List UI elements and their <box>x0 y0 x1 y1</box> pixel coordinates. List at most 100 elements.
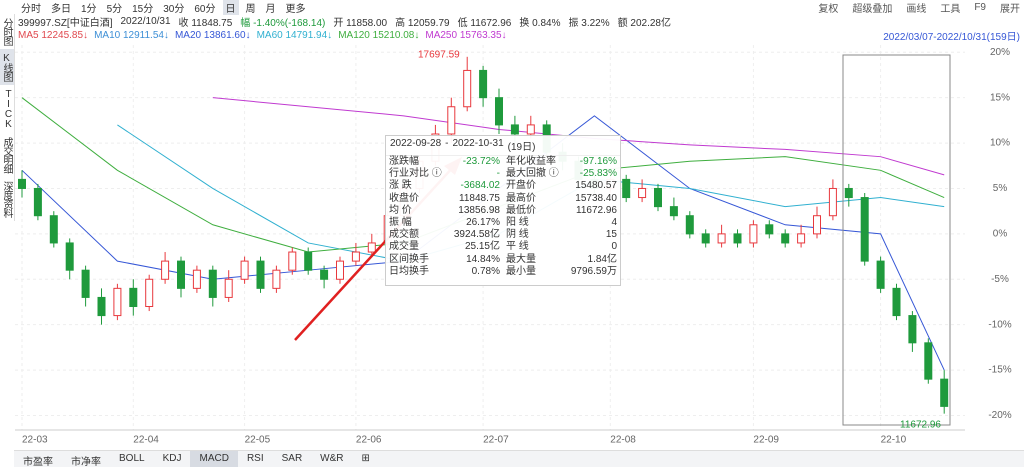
low-label: 11672.96 <box>900 420 941 431</box>
top-tab[interactable]: 更多 <box>285 4 306 15</box>
candle-body <box>288 251 297 271</box>
quote-item: 振 3.22% <box>568 18 610 29</box>
candle-body <box>749 224 758 244</box>
ma-value: 15763.35↓ <box>459 30 507 41</box>
x-tick-label: 22-07 <box>483 435 509 446</box>
candle-body <box>208 269 217 298</box>
ma-name: MA60 <box>256 30 283 41</box>
y-tick-label: -20% <box>988 410 1011 421</box>
add-tab[interactable]: ⊞ <box>361 453 370 464</box>
quote-item: 换 0.84% <box>519 18 561 29</box>
candle-body <box>18 178 26 189</box>
tool[interactable]: 画线 <box>906 4 927 15</box>
tool[interactable]: 展开 <box>1000 4 1020 15</box>
x-tick-label: 22-09 <box>753 435 779 446</box>
range: 2022/03/07-2022/10/31(159日) <box>883 32 1020 43</box>
x-tick-label: 22-04 <box>133 435 159 446</box>
popup-label: 最低价 <box>505 204 536 216</box>
popup-value: 3924.58亿 <box>453 229 500 241</box>
quote-item: 开 11858.00 <box>333 18 388 29</box>
popup-label: 涨 跌 <box>389 180 412 192</box>
x-tick-label: 22-05 <box>245 435 271 446</box>
quote-item: 高 12059.79 <box>395 18 450 29</box>
candle-body <box>892 287 901 317</box>
candle-body <box>733 233 742 244</box>
top-tab[interactable]: 周 <box>245 4 256 15</box>
ma-name: MA10 <box>94 30 121 41</box>
bottom-tab[interactable]: RSI <box>246 453 264 464</box>
bottom-tab[interactable]: KDJ <box>162 453 182 464</box>
y-tick-label: 20% <box>990 47 1010 58</box>
tool[interactable]: 复权 <box>818 4 839 15</box>
x-tick-label: 22-10 <box>881 435 907 446</box>
end: 2022-10-31 <box>452 138 504 149</box>
candle-body <box>129 287 138 308</box>
quote-item: 2022/10/31 <box>120 16 171 27</box>
bottom-tab[interactable]: 市净率 <box>71 457 101 467</box>
candle-body <box>654 187 662 208</box>
side-tab[interactable]: K线图 <box>0 49 14 85</box>
candle-body <box>765 224 774 235</box>
tool[interactable]: F9 <box>974 2 986 13</box>
top-tab[interactable]: 分时 <box>21 4 41 15</box>
side-tab[interactable]: TICK <box>3 89 14 129</box>
candle-body <box>256 260 265 289</box>
popup-value: -97.16% <box>579 156 617 167</box>
candle-body <box>876 260 885 289</box>
popup-value: - <box>496 168 500 180</box>
bottom-tab[interactable]: 市盈率 <box>23 457 53 467</box>
side-tab[interactable]: 分时图 <box>1 18 12 45</box>
top-tab[interactable]: 60分 <box>194 4 216 15</box>
bottom-tab[interactable]: SAR <box>281 453 303 464</box>
ma-value: 12245.85↓ <box>41 30 89 41</box>
side-tab[interactable]: 成交明细 <box>1 137 12 173</box>
top-tab[interactable]: 15分 <box>132 4 154 15</box>
top-tab[interactable]: 多日 <box>51 4 71 15</box>
quote-item: 收 11848.75 <box>178 18 233 29</box>
quote-item: 幅 -1.40%(-168.14) <box>240 18 326 29</box>
popup-row: 涨跌幅 -23.72% 年化收益率 -97.16% <box>386 156 620 168</box>
candle-body <box>336 260 344 280</box>
candle-body <box>224 278 233 298</box>
top-tab[interactable]: 5分 <box>106 4 123 15</box>
bottom-tab[interactable]: W&R <box>320 453 344 464</box>
top-tab[interactable]: 月 <box>265 4 276 15</box>
popup: 2022-09-28-2022-10-31 (19日) 涨跌幅 -23.72% 年化收… <box>385 135 621 286</box>
candle-body <box>65 242 74 271</box>
popup-label: 日均换手 <box>389 265 429 277</box>
x-tick-label: 22-08 <box>610 435 636 446</box>
side-tab[interactable]: 深度资料 <box>1 181 12 217</box>
popup-value: 4 <box>611 217 617 229</box>
top-tab[interactable]: 1分 <box>81 4 97 15</box>
candle-body <box>526 124 535 135</box>
tool[interactable]: 超级叠加 <box>852 4 893 15</box>
popup-label: 最高价 <box>505 192 536 204</box>
ma-value: 13861.60↓ <box>203 30 251 41</box>
selection-box <box>842 54 951 426</box>
y-tick-label: 0% <box>993 229 1008 240</box>
y-tick-label: -15% <box>988 365 1011 376</box>
ma-value: 14791.94↓ <box>285 30 333 41</box>
side-tabs: 分时图 K线图 TICK 成交明细深度资料 <box>0 14 15 221</box>
candle-body <box>797 233 806 244</box>
candle-body <box>908 315 917 344</box>
candle-body <box>272 269 281 289</box>
popup-table: 涨跌幅 -23.72% 年化收益率 -97.16% 行业对比 ⓘ - 最大回撤 ⓘ -25.8… <box>386 156 620 278</box>
tool[interactable]: 工具 <box>940 4 961 15</box>
popup-value: 13856.98 <box>458 204 500 216</box>
top-tab[interactable]: 日 <box>222 0 239 15</box>
popup-value: 15480.57 <box>575 180 617 192</box>
popup-value: 1.84亿 <box>587 253 617 265</box>
bottom-tab[interactable]: BOLL <box>119 453 145 464</box>
bottom-tab[interactable]: MACD <box>190 451 238 467</box>
popup-label: 最小量 <box>505 265 536 277</box>
y-tick-label: 10% <box>990 138 1010 149</box>
popup-row: 成交量 25.15亿平 线 0 <box>386 241 620 253</box>
candle-body <box>240 260 249 280</box>
candle-body <box>685 215 694 235</box>
x-tick-label: 22-06 <box>356 435 382 446</box>
popup-value: 11672.96 <box>576 204 617 216</box>
top-tab[interactable]: 30分 <box>163 4 185 15</box>
popup-label: 涨跌幅 <box>389 156 419 167</box>
popup-row: 均 价 13856.98 最低价 11672.96 <box>386 205 620 217</box>
